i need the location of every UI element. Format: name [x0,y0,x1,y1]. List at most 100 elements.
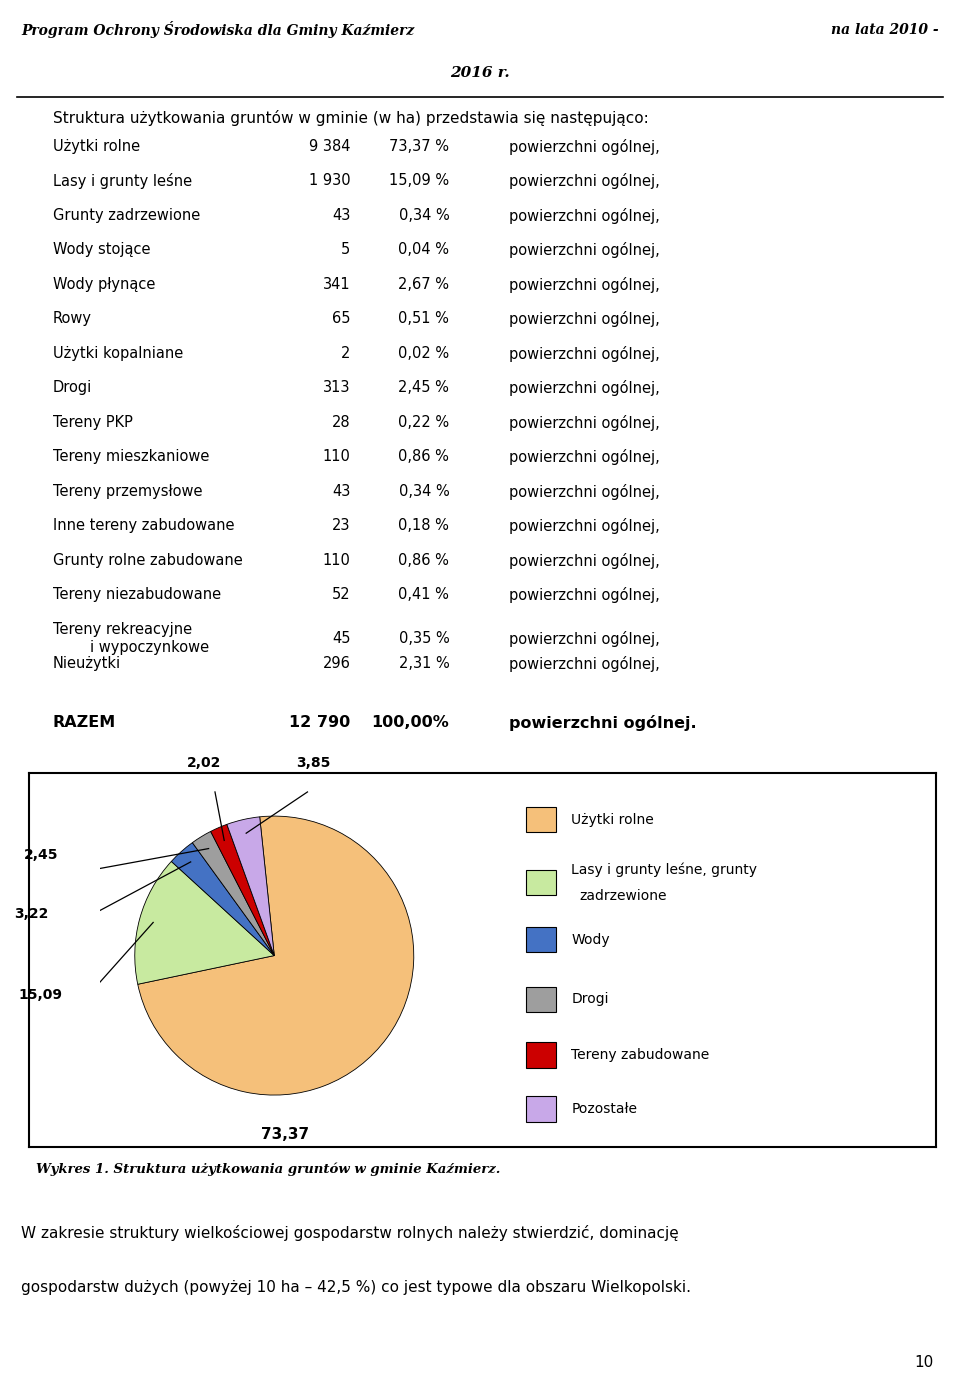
Text: 0,04 %: 0,04 % [398,243,449,257]
Text: 2: 2 [341,346,350,361]
Text: Tereny mieszkaniowe: Tereny mieszkaniowe [53,449,209,465]
Text: powierzchni ogólnej,: powierzchni ogólnej, [509,346,660,361]
Bar [525,870,556,896]
Text: Użytki rolne: Użytki rolne [571,812,654,827]
Text: 28: 28 [332,414,350,430]
Text: powierzchni ogólnej,: powierzchni ogólnej, [509,449,660,466]
Text: powierzchni ogólnej,: powierzchni ogólnej, [509,381,660,396]
Text: 296: 296 [323,656,350,671]
Text: 9 384: 9 384 [309,138,350,153]
Text: Drogi: Drogi [571,992,609,1006]
Text: Wykres 1. Struktura użytkowania gruntów w gminie Kaźmierz.: Wykres 1. Struktura użytkowania gruntów … [36,1162,500,1176]
Text: 5: 5 [341,243,350,257]
Text: 2016 r.: 2016 r. [450,67,510,81]
Text: Tereny rekreacyjne: Tereny rekreacyjne [53,622,192,636]
Text: 52: 52 [332,587,350,603]
Text: Lasy i grunty leśne: Lasy i grunty leśne [53,173,192,190]
Text: 15,09: 15,09 [18,988,62,1002]
Text: 0,34 %: 0,34 % [398,484,449,499]
Text: 1 930: 1 930 [309,173,350,188]
Text: 10: 10 [914,1356,933,1370]
Text: Lasy i grunty leśne, grunty: Lasy i grunty leśne, grunty [571,864,757,877]
Text: zadrzewione: zadrzewione [580,889,667,904]
Text: RAZEM: RAZEM [53,716,116,730]
Text: 3,22: 3,22 [13,907,48,921]
Text: powierzchni ogólnej,: powierzchni ogólnej, [509,276,660,293]
Text: 2,45: 2,45 [24,848,58,862]
Text: powierzchni ogólnej,: powierzchni ogólnej, [509,484,660,499]
Text: Użytki rolne: Użytki rolne [53,138,140,153]
Wedge shape [171,843,275,956]
Text: Inne tereny zabudowane: Inne tereny zabudowane [53,519,234,533]
Wedge shape [137,816,414,1095]
Text: Tereny niezabudowane: Tereny niezabudowane [53,587,221,603]
Text: Tereny PKP: Tereny PKP [53,414,132,430]
Text: Tereny zabudowane: Tereny zabudowane [571,1048,709,1062]
Text: 0,86 %: 0,86 % [398,449,449,465]
Text: Wody płynące: Wody płynące [53,276,156,292]
Text: 65: 65 [332,311,350,326]
Text: powierzchni ogólnej,: powierzchni ogólnej, [509,311,660,328]
Text: powierzchni ogólnej,: powierzchni ogólnej, [509,414,660,431]
Text: 3,85: 3,85 [296,756,330,770]
Text: Użytki kopalniane: Użytki kopalniane [53,346,183,361]
Text: 0,86 %: 0,86 % [398,552,449,568]
Wedge shape [210,824,275,956]
Text: Program Ochrony Środowiska dla Gminy Kaźmierz: Program Ochrony Środowiska dla Gminy Kaź… [21,21,415,38]
Text: 100,00%: 100,00% [372,716,449,730]
Text: powierzchni ogólnej,: powierzchni ogólnej, [509,138,660,155]
Bar [525,986,556,1011]
Text: 23: 23 [332,519,350,533]
Text: 341: 341 [323,276,350,292]
Text: powierzchni ogólnej,: powierzchni ogólnej, [509,243,660,258]
Text: powierzchni ogólnej,: powierzchni ogólnej, [509,631,660,647]
Text: powierzchni ogólnej,: powierzchni ogólnej, [509,552,660,569]
Text: 110: 110 [323,552,350,568]
Text: 43: 43 [332,208,350,223]
Text: 15,09 %: 15,09 % [389,173,449,188]
Text: powierzchni ogólnej,: powierzchni ogólnej, [509,208,660,223]
Text: W zakresie struktury wielkościowej gospodarstw rolnych należy stwierdzić, domina: W zakresie struktury wielkościowej gospo… [21,1225,679,1242]
Text: 0,22 %: 0,22 % [398,414,449,430]
Text: i wypoczynkowe: i wypoczynkowe [53,640,209,654]
Text: powierzchni ogólnej,: powierzchni ogólnej, [509,656,660,672]
Text: Drogi: Drogi [53,381,92,395]
Text: Pozostałe: Pozostałe [571,1102,637,1116]
Text: powierzchni ogólnej.: powierzchni ogólnej. [509,716,696,731]
Text: 313: 313 [323,381,350,395]
Text: Wody stojące: Wody stojące [53,243,151,257]
Text: Grunty rolne zabudowane: Grunty rolne zabudowane [53,552,243,568]
Text: 0,34 %: 0,34 % [398,208,449,223]
Text: 0,02 %: 0,02 % [398,346,449,361]
Text: 2,45 %: 2,45 % [398,381,449,395]
Text: 73,37 %: 73,37 % [390,138,449,153]
Text: 2,02: 2,02 [187,756,222,770]
Text: powierzchni ogólnej,: powierzchni ogólnej, [509,587,660,603]
Text: 0,51 %: 0,51 % [398,311,449,326]
Bar [525,928,556,953]
Text: 0,18 %: 0,18 % [398,519,449,533]
Bar [525,1042,556,1067]
Text: Wody: Wody [571,933,611,947]
Text: 43: 43 [332,484,350,499]
Text: Struktura użytkowania gruntów w gminie (w ha) przedstawia się następująco:: Struktura użytkowania gruntów w gminie (… [53,110,649,126]
Text: Tereny przemysłowe: Tereny przemysłowe [53,484,203,499]
Text: 12 790: 12 790 [289,716,350,730]
Text: 2,31 %: 2,31 % [398,656,449,671]
Text: 2,67 %: 2,67 % [398,276,449,292]
Text: Grunty zadrzewione: Grunty zadrzewione [53,208,200,223]
Wedge shape [134,861,275,985]
Bar [525,1096,556,1122]
Text: Rowy: Rowy [53,311,92,326]
Text: 73,37: 73,37 [261,1127,309,1141]
Text: 110: 110 [323,449,350,465]
Bar [525,806,556,831]
Text: na lata 2010 -: na lata 2010 - [831,22,939,36]
Text: 0,41 %: 0,41 % [398,587,449,603]
Text: gospodarstw dużych (powyżej 10 ha – 42,5 %) co jest typowe dla obszaru Wielkopol: gospodarstw dużych (powyżej 10 ha – 42,5… [21,1279,691,1295]
Text: powierzchni ogólnej,: powierzchni ogólnej, [509,519,660,534]
Text: 45: 45 [332,631,350,646]
Text: Nieużytki: Nieużytki [53,656,121,671]
Text: 0,35 %: 0,35 % [398,631,449,646]
Text: powierzchni ogólnej,: powierzchni ogólnej, [509,173,660,190]
